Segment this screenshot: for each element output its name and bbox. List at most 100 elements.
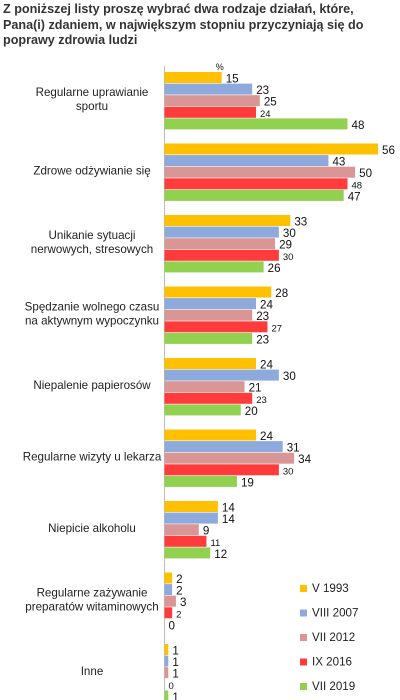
- value-label: 15: [226, 73, 239, 86]
- bar-9-5: [164, 690, 169, 700]
- value-label: 24: [260, 430, 273, 443]
- value-label: 24: [260, 299, 273, 312]
- category-label: Inne: [81, 665, 104, 678]
- bar-4-1: [164, 286, 272, 298]
- legend-label: VIII 2007: [312, 607, 358, 620]
- value-label: 21: [249, 382, 262, 395]
- bar-7-1: [164, 501, 218, 512]
- legend-swatch: [300, 634, 307, 641]
- value-label: 34: [298, 453, 311, 466]
- value-label: 30: [283, 466, 294, 477]
- value-label: 43: [332, 156, 345, 169]
- value-label: 25: [264, 96, 277, 109]
- value-label: 23: [256, 84, 269, 97]
- value-label: 24: [260, 359, 273, 372]
- bar-2-5: [164, 189, 344, 201]
- bar-4-2: [164, 298, 256, 310]
- value-label: 50: [359, 167, 372, 180]
- legend-swatch: [300, 609, 307, 617]
- bar-4-5: [164, 332, 253, 344]
- value-label: 2: [176, 573, 182, 586]
- bar-7-3: [164, 524, 199, 536]
- legend-label: VII 2019: [312, 680, 355, 693]
- category-label: Niepalenie papierosów: [33, 379, 151, 392]
- value-label: 33: [294, 216, 307, 229]
- bar-2-2: [164, 155, 329, 167]
- category-label: Spędzanie wolnego czasu na aktywnym wypoc…: [25, 301, 160, 328]
- unit-label: %: [216, 62, 224, 72]
- bar-6-3: [164, 452, 295, 464]
- category-label: Niepicie alkoholu: [48, 522, 136, 535]
- category-label: Zdrowe odżywianie się: [33, 165, 150, 178]
- value-label: 20: [245, 405, 258, 418]
- bar-8-2: [164, 584, 173, 596]
- value-label: 31: [287, 442, 300, 455]
- value-label: 30: [283, 227, 296, 240]
- value-label: 0: [169, 681, 174, 692]
- value-label: 3: [180, 596, 186, 609]
- value-label: 0: [169, 619, 175, 632]
- legend-swatch: [300, 658, 307, 666]
- value-label: 12: [214, 548, 227, 561]
- bar-1-2: [164, 83, 253, 95]
- value-label: 23: [256, 333, 269, 346]
- bar-4-4: [164, 321, 268, 333]
- bar-8-4: [164, 607, 173, 619]
- bar-3-1: [164, 215, 291, 226]
- bar-5-1: [164, 358, 256, 369]
- bar-2-3: [164, 166, 356, 178]
- bar-1-5: [164, 118, 348, 130]
- category-label: Regularne uprawianie sportu: [36, 86, 149, 113]
- value-label: 48: [352, 119, 365, 132]
- value-label: 28: [275, 287, 288, 300]
- bar-7-4: [164, 535, 207, 547]
- bar-6-1: [164, 429, 256, 441]
- bar-1-3: [164, 95, 260, 107]
- value-label: 1: [172, 691, 178, 700]
- value-label: 29: [279, 239, 292, 252]
- legend-label: IX 2016: [312, 656, 352, 669]
- bar-9-1: [164, 644, 169, 655]
- value-label: 47: [348, 190, 361, 203]
- value-label: 30: [283, 370, 296, 383]
- bar-3-2: [164, 226, 279, 238]
- bar-5-4: [164, 392, 253, 404]
- legend-label: VII 2012: [312, 631, 355, 644]
- value-label: 24: [260, 109, 271, 120]
- bar-9-3: [164, 667, 169, 679]
- value-label: 1: [172, 645, 178, 658]
- category-label: Regularne wizyty u lekarza: [23, 451, 162, 464]
- bar-5-5: [164, 404, 241, 416]
- value-label: 19: [241, 476, 254, 489]
- category-label: Unikanie sytuacji nerwowych, stresowych: [31, 229, 153, 256]
- bar-2-4: [164, 178, 348, 190]
- value-label: 56: [382, 144, 395, 157]
- bar-7-2: [164, 512, 218, 524]
- legend-swatch: [300, 683, 307, 690]
- bar-6-4: [164, 464, 279, 476]
- value-label: 1: [172, 656, 178, 669]
- bar-5-3: [164, 381, 245, 393]
- value-label: 2: [176, 609, 181, 620]
- value-label: 23: [256, 395, 267, 406]
- value-label: 26: [268, 262, 281, 275]
- bar-6-2: [164, 441, 283, 453]
- bar-1-1: [164, 72, 222, 83]
- bar-2-1: [164, 143, 378, 155]
- value-label: 9: [203, 525, 209, 538]
- legend-label: V 1993: [312, 582, 349, 595]
- bar-6-5: [164, 475, 237, 487]
- bar-7-5: [164, 547, 211, 559]
- bar-3-3: [164, 238, 276, 250]
- bar-3-4: [164, 249, 279, 261]
- value-label: 2: [176, 585, 182, 598]
- bar-1-4: [164, 106, 256, 118]
- legend-swatch: [300, 585, 307, 592]
- bar-9-2: [164, 655, 169, 667]
- category-label: Regularne zażywanie preparatów witaminowy…: [25, 587, 158, 614]
- value-label: 27: [271, 323, 282, 334]
- bar-3-5: [164, 261, 264, 273]
- bar-5-2: [164, 369, 279, 381]
- bar-8-3: [164, 595, 176, 607]
